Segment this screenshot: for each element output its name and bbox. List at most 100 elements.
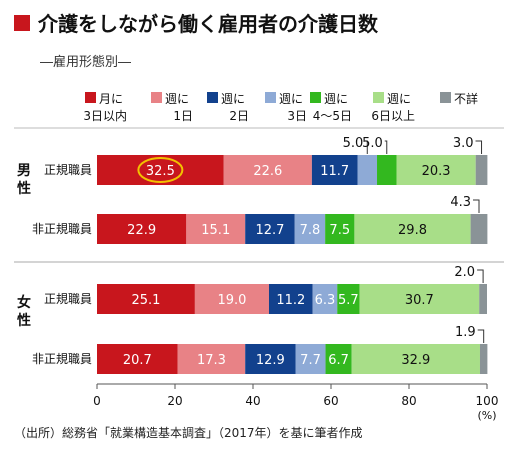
- legend-label: 1日: [173, 109, 193, 123]
- callout-label: 3.0: [453, 136, 474, 151]
- bar-segment: [97, 155, 224, 185]
- legend-swatch: [440, 92, 451, 103]
- x-tick-label: 80: [401, 394, 416, 408]
- bar-segment: [479, 344, 488, 374]
- bar-segment: [177, 344, 246, 374]
- row-label: 非正規職員: [32, 351, 92, 366]
- legend-label: 週に: [279, 92, 303, 106]
- callout-label: 4.3: [450, 195, 471, 210]
- bar-value-label: 17.3: [197, 353, 226, 368]
- callout-label: 1.9: [455, 325, 476, 340]
- row-label: 正規職員: [44, 162, 92, 177]
- title-square-icon: [14, 15, 30, 31]
- legend-label: 週に: [324, 92, 348, 106]
- bar-value-label: 7.8: [300, 223, 321, 238]
- x-tick-label: 40: [245, 394, 260, 408]
- bar-segment: [245, 214, 295, 244]
- legend-swatch: [85, 92, 96, 103]
- x-tick-label: 0: [93, 394, 101, 408]
- bar-value-label: 20.7: [123, 353, 152, 368]
- legend-label: 週に: [387, 92, 411, 106]
- callout-label: 5.0: [362, 136, 383, 151]
- bar-value-label: 29.8: [398, 223, 427, 238]
- bar-segment: [97, 344, 178, 374]
- bar-value-label: 6.7: [328, 353, 349, 368]
- bar-value-label: 12.7: [255, 223, 284, 238]
- bar-segment: [97, 284, 195, 314]
- legend-swatch: [207, 92, 218, 103]
- separators: [14, 127, 504, 263]
- bar-segment: [325, 344, 352, 374]
- bar-value-label: 32.5: [146, 164, 175, 179]
- bar-segment: [311, 155, 358, 185]
- bar-value-label: 11.2: [276, 293, 305, 308]
- bar-value-label: 19.0: [217, 293, 246, 308]
- row-label: 正規職員: [44, 291, 92, 306]
- bar-segment: [325, 214, 355, 244]
- group-label: 女性: [17, 294, 31, 329]
- legend-swatch: [151, 92, 162, 103]
- callout-leader: [365, 140, 368, 154]
- legend-label: 不詳: [454, 91, 478, 106]
- bar-value-label: 32.9: [401, 353, 430, 368]
- row-label: 非正規職員: [32, 221, 92, 236]
- legend-label: 月に: [99, 92, 123, 106]
- bar-segment: [194, 284, 269, 314]
- bar-value-label: 22.6: [253, 164, 282, 179]
- bars: 32.5 22.6 11.7 20.3 22.9 15.1 12.7 7.8 7.5 29.8 25…: [97, 155, 488, 374]
- bar-segment: [359, 284, 480, 314]
- legend-label: 4〜5日: [313, 109, 352, 123]
- callout-label: 2.0: [454, 265, 475, 280]
- legend-label: 週に: [221, 92, 245, 106]
- callout-leader: [384, 140, 388, 154]
- bar-segment: [357, 155, 378, 185]
- bar-segment: [337, 284, 360, 314]
- bar-value-label: 30.7: [405, 293, 434, 308]
- callout-leader: [477, 269, 484, 283]
- bar-segment: [479, 284, 487, 314]
- bar-value-label: 20.3: [422, 164, 451, 179]
- x-axis: 0 20 40 60 80 100(%): [93, 383, 499, 422]
- bar-value-label: 7.7: [300, 353, 321, 368]
- bar-value-label: 5.7: [338, 293, 359, 308]
- x-tick-label: 20: [167, 394, 182, 408]
- callout-leader: [475, 140, 483, 154]
- bar-segment: [294, 214, 326, 244]
- legend-swatch: [310, 92, 321, 103]
- legend-label: 3日: [287, 109, 307, 123]
- group-label: 男性: [17, 163, 31, 197]
- legend-label: 2日: [229, 109, 249, 123]
- bar-segment: [245, 344, 296, 374]
- legend-label: 3日以内: [83, 109, 127, 123]
- bar-segment: [268, 284, 313, 314]
- source-note: （出所）総務省「就業構造基本調査」（2017年）を基に筆者作成: [14, 426, 363, 440]
- x-tick-label: 100: [476, 394, 499, 408]
- bar-segment: [377, 155, 397, 185]
- bar-value-label: 11.7: [320, 164, 349, 179]
- bar-value-label: 22.9: [127, 223, 156, 238]
- bar-segment: [396, 155, 476, 185]
- chart-title: 介護をしながら働く雇用者の介護日数: [37, 12, 379, 36]
- bar-segment: [312, 284, 338, 314]
- bar-segment: [351, 344, 480, 374]
- bar-segment: [97, 214, 187, 244]
- callouts: 5.05.0 3.0 4.3 2.0 1.9: [343, 136, 485, 343]
- chart-subtitle: ―雇用形態別―: [40, 54, 131, 70]
- callout-leader: [477, 329, 485, 343]
- x-unit-label: (%): [477, 409, 496, 422]
- callout-label: 5.0: [343, 136, 364, 151]
- bar-value-label: 7.5: [329, 223, 350, 238]
- highlight-circle: [137, 157, 184, 183]
- bar-value-label: 6.3: [315, 293, 336, 308]
- bar-value-label: 15.1: [201, 223, 230, 238]
- x-tick-label: 60: [323, 394, 338, 408]
- bar-segment: [223, 155, 312, 185]
- bar-value-label: 25.1: [131, 293, 160, 308]
- bar-segment: [186, 214, 246, 244]
- bar-segment: [354, 214, 471, 244]
- callout-leader: [473, 199, 480, 213]
- bar-segment: [470, 214, 488, 244]
